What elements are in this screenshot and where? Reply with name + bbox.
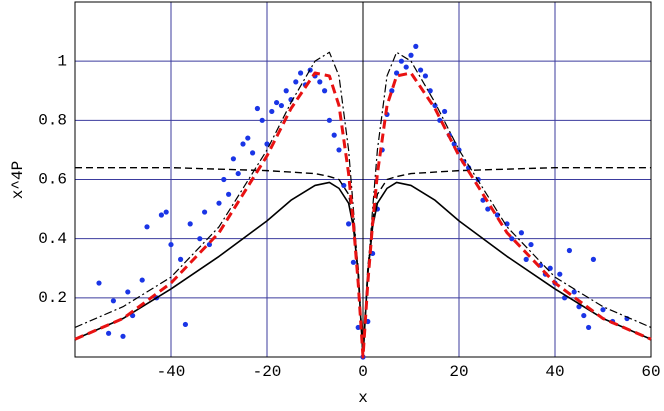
scatter-point — [331, 132, 337, 138]
scatter-point — [350, 259, 356, 265]
scatter-point — [427, 88, 433, 94]
x-tick-label: -40 — [157, 363, 186, 381]
y-tick-label: 0.2 — [38, 289, 67, 307]
scatter-point — [163, 209, 169, 215]
scatter-point — [389, 88, 395, 94]
scatter-point — [442, 108, 448, 115]
scatter-point — [197, 236, 203, 242]
scatter-point — [274, 99, 280, 106]
scatter-point — [298, 70, 304, 76]
x-tick-label: 20 — [449, 363, 468, 381]
scatter-point — [485, 206, 491, 212]
scatter-point — [259, 117, 265, 123]
scatter-point — [413, 43, 419, 49]
scatter-point — [178, 256, 184, 262]
scatter-point — [106, 330, 112, 336]
scatter-point — [96, 280, 102, 286]
scatter-point — [269, 108, 275, 115]
scatter-point — [230, 156, 236, 162]
scatter-point — [504, 221, 510, 227]
scatter-point — [216, 200, 222, 206]
scatter-point — [226, 191, 232, 197]
scatter-point — [278, 102, 284, 109]
scatter-point — [293, 79, 299, 85]
scatter-point — [403, 64, 409, 70]
scatter-point — [235, 170, 241, 177]
scatter-point — [254, 105, 260, 112]
scatter-point — [566, 247, 573, 254]
scatter-point — [250, 150, 256, 156]
scatter-point — [336, 147, 342, 153]
y-tick-label: 0.4 — [38, 230, 67, 248]
scatter-point — [202, 209, 208, 215]
curve — [74, 71, 652, 359]
scatter-point — [408, 52, 414, 58]
scatter-point — [581, 312, 587, 319]
scatter-point — [586, 324, 592, 331]
scatter-point — [590, 256, 597, 262]
y-tick-label: 1 — [57, 52, 67, 70]
x-tick-label: 40 — [545, 363, 564, 381]
x-tick-label: 60 — [641, 363, 660, 381]
scatter-point — [346, 221, 352, 227]
scatter-point — [240, 141, 246, 147]
scatter-point — [221, 176, 227, 183]
x-axis-title: x — [358, 389, 368, 407]
scatter-point — [326, 117, 332, 123]
scatter-point — [182, 321, 188, 328]
scatter-point — [422, 73, 428, 79]
scatter-point — [187, 221, 193, 227]
scatter-point — [547, 265, 553, 271]
scatter-point — [120, 333, 126, 339]
scatter-point — [557, 271, 563, 277]
scatter-point — [523, 256, 529, 262]
y-tick-label: 0.6 — [38, 171, 67, 189]
scatter-point — [168, 241, 174, 248]
scatter-point — [264, 141, 270, 147]
scatter-point — [139, 277, 145, 283]
scatter-point — [518, 230, 525, 236]
y-axis-title: x^4P — [9, 161, 27, 199]
scatter-point — [317, 79, 323, 85]
scatter-point — [418, 67, 424, 73]
scatter-point — [144, 224, 150, 230]
x-tick-label: -20 — [253, 363, 282, 381]
x-tick-label: 0 — [358, 363, 368, 381]
scatter-point — [451, 141, 457, 147]
scatter-point — [283, 88, 289, 94]
scatter-point — [158, 212, 164, 218]
scatter-point — [571, 289, 577, 295]
scatter-point — [110, 298, 116, 304]
scatter-point — [398, 58, 404, 64]
scatter-point — [600, 307, 606, 313]
scatter-point — [509, 236, 515, 242]
scatter-point — [528, 241, 534, 248]
y-tick-label: 0.8 — [38, 112, 67, 130]
scatter-point — [125, 289, 131, 295]
scatter-point — [245, 135, 251, 141]
scatter-point — [322, 88, 328, 94]
